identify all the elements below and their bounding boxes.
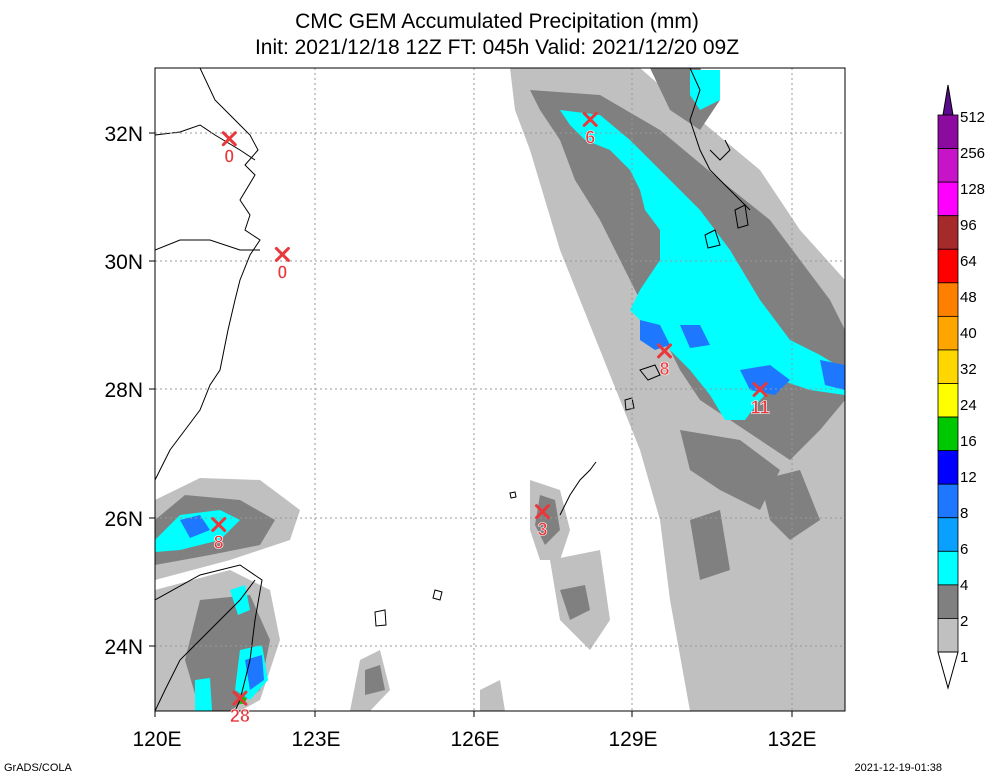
colorbar-label: 128 <box>960 181 985 198</box>
coastlines <box>155 68 751 711</box>
colorbar-label: 4 <box>960 577 968 594</box>
station-marker: 0 <box>274 246 290 283</box>
footer-credit: GrADS/COLA <box>4 762 72 774</box>
colorbar-swatch <box>937 315 959 351</box>
colorbar-label: 24 <box>960 397 977 414</box>
station-marker: 28 <box>230 690 250 726</box>
axis-ticks <box>149 132 793 717</box>
colorbar-swatch <box>937 181 959 217</box>
colorbar-swatch <box>937 148 959 183</box>
colorbar-label: 32 <box>960 361 977 378</box>
colorbar-swatch <box>937 215 959 250</box>
colorbar-swatch <box>937 383 959 418</box>
colorbar-swatch <box>937 550 959 586</box>
colorbar-label: 40 <box>960 325 977 342</box>
y-tick-label: 26N <box>104 508 143 531</box>
station-marker: 3 <box>534 504 550 540</box>
colorbar-swatch <box>937 282 959 317</box>
station-value-label: 28 <box>230 706 250 726</box>
station-value-label: 8 <box>214 533 224 553</box>
colorbar-label: 1 <box>960 649 968 666</box>
colorbar-swatch <box>937 248 959 284</box>
station-value-label: 11 <box>751 398 770 418</box>
x-tick-label: 123E <box>291 728 340 751</box>
x-tick-label: 129E <box>608 728 657 751</box>
station-value-label: 8 <box>660 359 670 379</box>
colorbar-swatch <box>937 416 959 452</box>
colorbar-bottom-arrow <box>937 651 959 690</box>
station-value-label: 0 <box>224 147 234 167</box>
precipitation-shading <box>155 68 845 711</box>
colorbar-label: 2 <box>960 613 968 630</box>
station-value-label: 6 <box>585 127 595 147</box>
colorbar-label: 256 <box>960 145 985 162</box>
colorbar-label: 64 <box>960 253 977 270</box>
colorbar-label: 512 <box>960 109 985 126</box>
colorbar-swatch <box>937 349 959 384</box>
x-tick-label: 126E <box>450 728 499 751</box>
x-tick-label: 132E <box>767 728 816 751</box>
colorbar-label: 96 <box>960 217 977 234</box>
map-title: CMC GEM Accumulated Precipitation (mm) <box>295 10 699 33</box>
station-marker: 0 <box>221 131 237 167</box>
gridlines <box>155 68 845 711</box>
station-value-label: 0 <box>277 262 287 282</box>
station-marker: 6 <box>582 111 598 148</box>
station-value-label: 3 <box>537 520 547 540</box>
colorbar-label: 48 <box>960 289 977 306</box>
y-tick-label: 24N <box>104 636 143 659</box>
station-marker: 8 <box>657 343 673 379</box>
colorbar-top-arrow <box>942 84 954 116</box>
y-tick-label: 28N <box>104 379 143 402</box>
footer-timestamp: 2021-12-19-01:38 <box>854 762 942 774</box>
colorbar-swatch <box>937 450 959 485</box>
colorbar-label: 8 <box>960 505 968 522</box>
colorbar-swatch <box>937 114 959 149</box>
colorbar: 512 256 128 96 64 48 40 32 24 16 12 8 6 … <box>937 84 985 690</box>
colorbar-label: 6 <box>960 541 968 558</box>
colorbar-swatch <box>937 517 959 552</box>
colorbar-label: 16 <box>960 433 977 450</box>
station-markers: 0 0 6 8 11 8 3 28 <box>211 111 770 726</box>
station-marker: 11 <box>750 382 770 418</box>
x-tick-label: 120E <box>132 728 181 751</box>
colorbar-swatch <box>937 483 959 519</box>
station-marker: 8 <box>211 517 227 553</box>
y-tick-label: 32N <box>104 123 143 146</box>
y-tick-label: 30N <box>104 251 143 274</box>
colorbar-swatch <box>937 584 959 619</box>
colorbar-swatch <box>937 618 959 653</box>
colorbar-label: 12 <box>960 469 977 486</box>
map-subtitle: Init: 2021/12/18 12Z FT: 045h Valid: 202… <box>254 36 740 59</box>
